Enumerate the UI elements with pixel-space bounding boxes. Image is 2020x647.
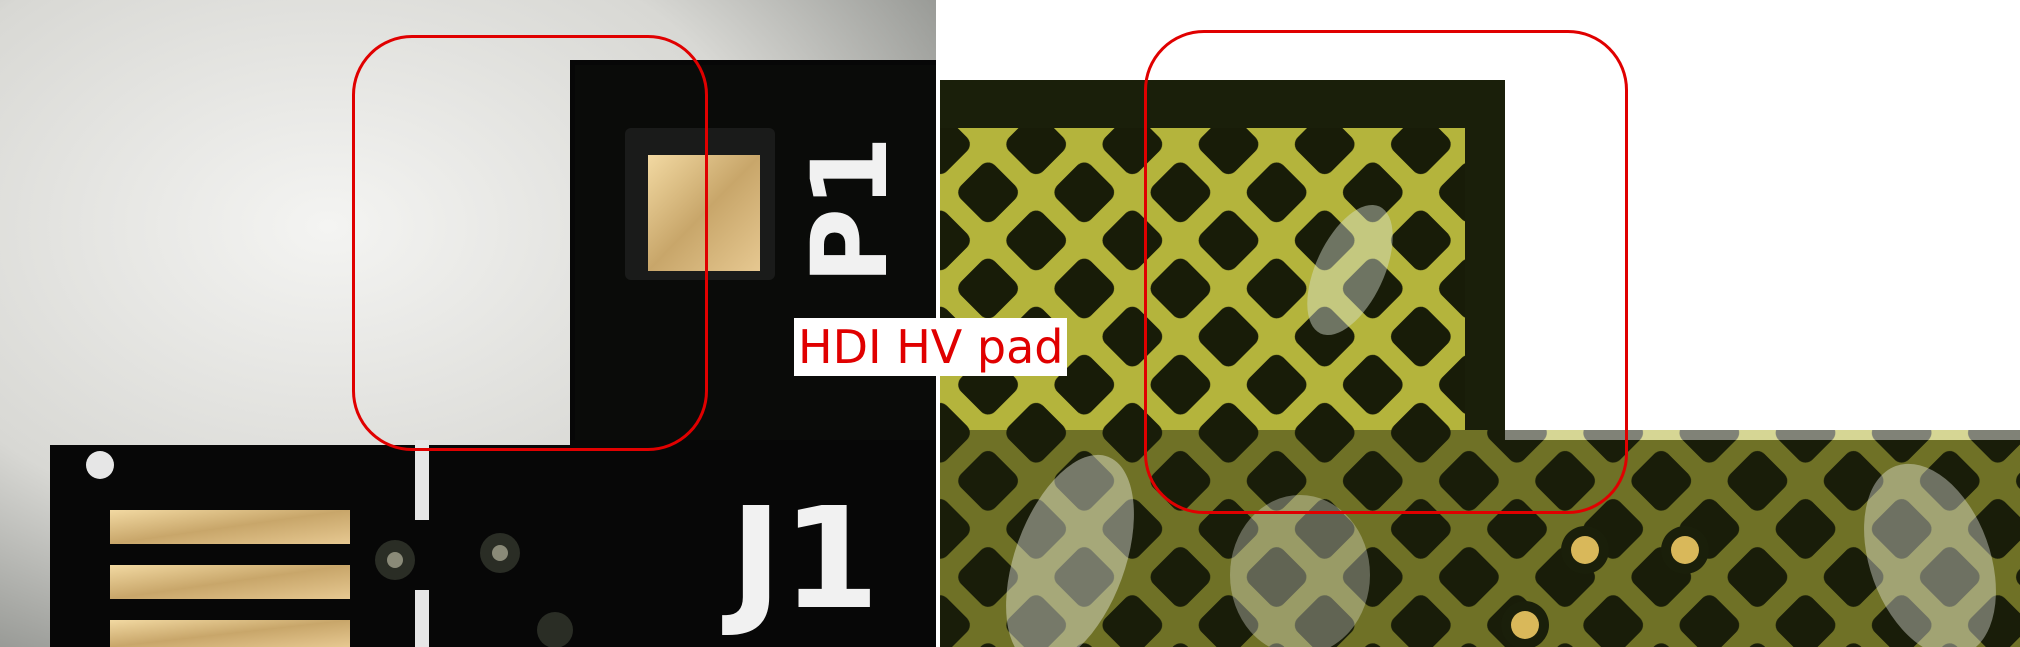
via-1-hole (387, 552, 403, 568)
gold-via-3 (1511, 611, 1539, 639)
gold-via-1 (1571, 536, 1599, 564)
via-2-hole (492, 545, 508, 561)
gold-finger-2 (110, 565, 350, 599)
silk-tick-2 (415, 590, 429, 647)
silkscreen-label-j1: J1 (730, 478, 880, 641)
silkscreen-label-p1: P1 (789, 135, 911, 285)
glue-blob-1 (1307, 204, 1393, 336)
highlight-box-right (1144, 30, 1628, 514)
gold-pad-p1 (648, 155, 760, 271)
caption-hdi-hv-pad: HDI HV pad (794, 318, 1068, 376)
gold-finger-3 (110, 620, 350, 647)
glue-blob-3 (1230, 495, 1370, 647)
right-photo-drawing (940, 0, 2020, 647)
silk-tick-1 (415, 440, 429, 520)
silk-dot (86, 451, 114, 479)
photo-right-green-board (940, 0, 2020, 647)
glue-blob-4 (1864, 463, 1996, 647)
copper-mesh-lower (940, 430, 2020, 647)
via-3 (537, 612, 573, 647)
highlight-box-left (352, 35, 708, 451)
glue-blob-2 (1006, 454, 1134, 647)
copper-mesh-plane (940, 128, 1465, 430)
gold-via-2 (1671, 536, 1699, 564)
gold-finger-1 (110, 510, 350, 544)
